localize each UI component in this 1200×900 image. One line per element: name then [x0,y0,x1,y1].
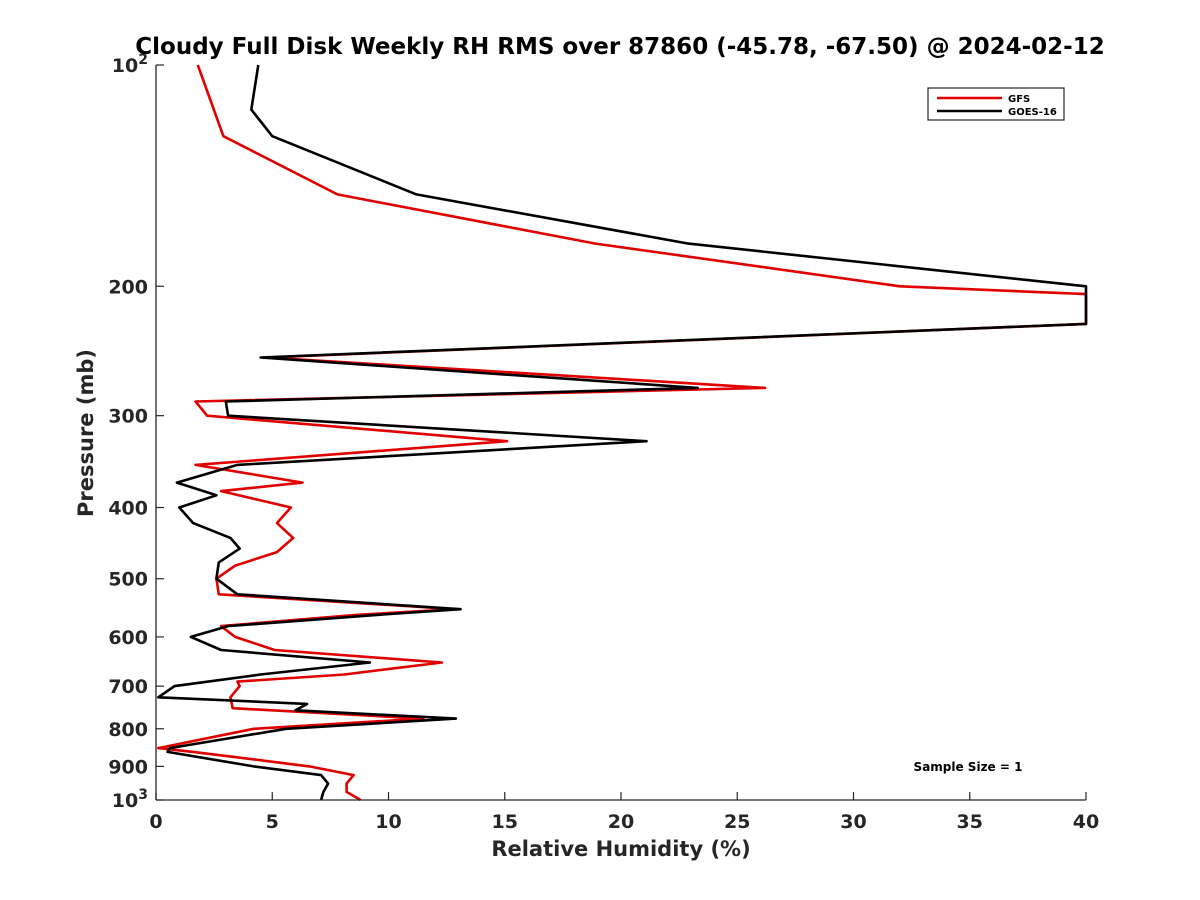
legend-label: GFS [1008,94,1030,105]
x-tick-label: 5 [266,811,279,833]
legend-box [927,87,1065,121]
y-axis-label: Pressure (mb) [74,349,98,517]
x-axis: 0 5 10 15 20 25 30 35 40 [149,792,1099,833]
y-tick-label: 600 [108,627,148,649]
y-axis: 102 200 300 400 500 600 700 800 900 103 [108,52,164,812]
x-tick-label: 25 [724,811,750,833]
series-line-goes-16 [157,64,1088,801]
y-tick-label: 200 [108,276,148,298]
y-tick-label: 500 [108,569,148,591]
y-tick-label: 103 [112,787,148,812]
sample-size-annotation: Sample Size = 1 [914,760,1023,774]
y-tick-label: 300 [108,406,148,428]
y-tick-label: 102 [112,52,148,77]
x-tick-label: 0 [149,811,162,833]
y-tick-label: 400 [108,498,148,520]
x-tick-label: 10 [375,811,401,833]
y-tick-label: 800 [108,719,148,741]
y-tick-label: 700 [108,676,148,698]
x-tick-label: 15 [492,811,518,833]
chart-title: Cloudy Full Disk Weekly RH RMS over 8786… [135,34,1104,60]
plot-area [157,64,1088,802]
x-axis-label: Relative Humidity (%) [491,837,750,861]
x-tick-label: 30 [840,811,866,833]
x-tick-label: 35 [957,811,983,833]
x-tick-label: 40 [1073,811,1099,833]
legend: GFS GOES-16 [927,87,1065,121]
x-tick-label: 20 [608,811,634,833]
y-tick-label: 900 [108,756,148,778]
legend-label: GOES-16 [1008,107,1057,118]
